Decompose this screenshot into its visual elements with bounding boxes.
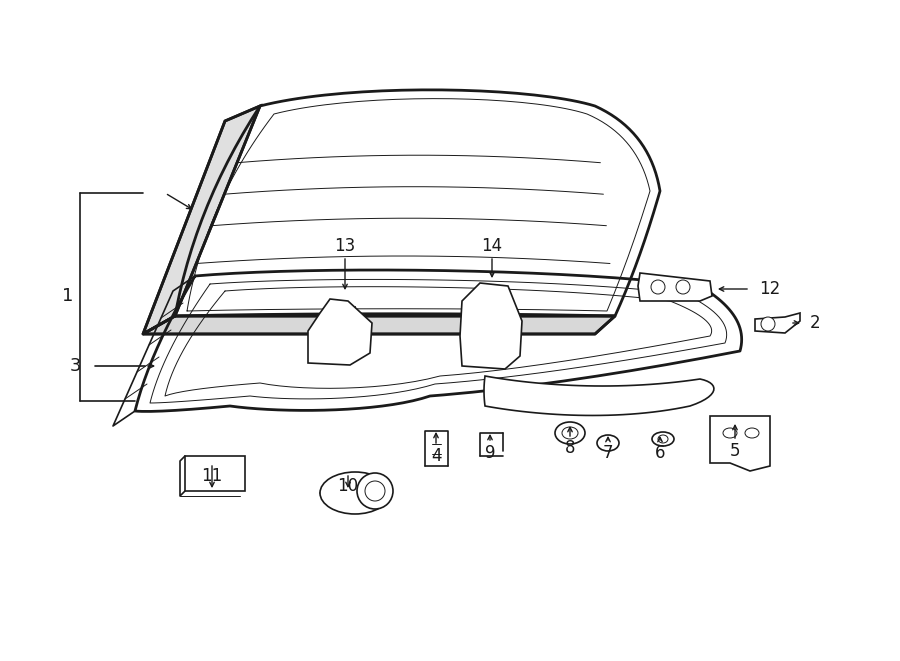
Polygon shape: [638, 273, 712, 301]
Circle shape: [761, 317, 775, 331]
Polygon shape: [484, 376, 714, 416]
Ellipse shape: [555, 422, 585, 444]
Circle shape: [365, 481, 385, 501]
Circle shape: [357, 473, 393, 509]
Text: 11: 11: [202, 467, 222, 485]
Polygon shape: [308, 299, 372, 365]
Polygon shape: [755, 313, 800, 333]
Text: 8: 8: [565, 439, 575, 457]
Text: 7: 7: [603, 444, 613, 462]
Circle shape: [651, 280, 665, 294]
Ellipse shape: [320, 472, 390, 514]
Text: 2: 2: [810, 314, 820, 332]
Text: 3: 3: [69, 357, 81, 375]
Polygon shape: [710, 416, 770, 471]
Text: 5: 5: [730, 442, 740, 460]
Ellipse shape: [745, 428, 759, 438]
Ellipse shape: [658, 435, 668, 443]
Polygon shape: [185, 456, 245, 491]
Polygon shape: [143, 106, 260, 334]
Circle shape: [676, 280, 690, 294]
Text: 6: 6: [655, 444, 665, 462]
Text: 4: 4: [431, 447, 441, 465]
Text: 10: 10: [338, 477, 358, 495]
Text: 1: 1: [62, 287, 74, 305]
Text: 13: 13: [335, 237, 356, 255]
Ellipse shape: [562, 427, 578, 439]
Text: 9: 9: [485, 444, 495, 462]
Text: 12: 12: [760, 280, 780, 298]
Polygon shape: [460, 283, 522, 369]
Ellipse shape: [723, 428, 737, 438]
Ellipse shape: [597, 435, 619, 451]
Ellipse shape: [652, 432, 674, 446]
Polygon shape: [143, 316, 615, 334]
Text: 14: 14: [482, 237, 502, 255]
